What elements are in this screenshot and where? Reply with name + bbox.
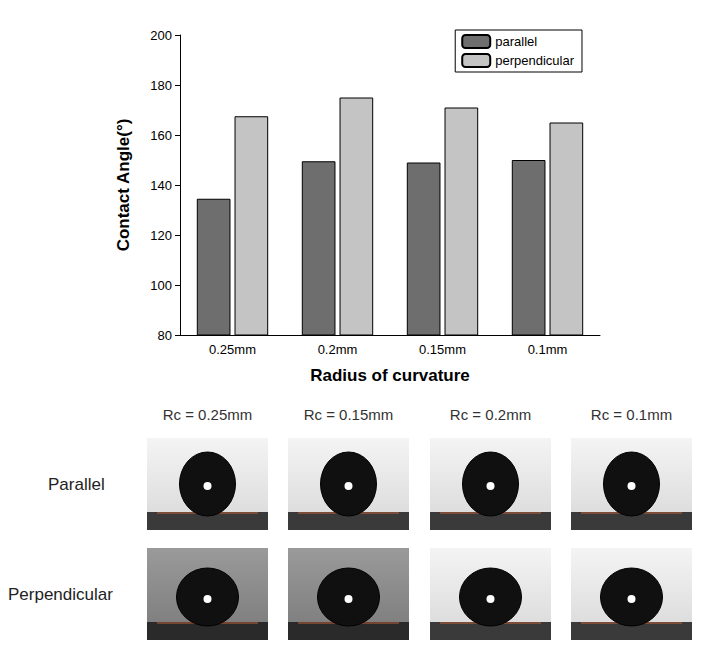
svg-text:140: 140 (150, 178, 172, 193)
svg-text:Perpendicular: Perpendicular (8, 585, 113, 604)
svg-text:0.15mm: 0.15mm (419, 342, 466, 357)
svg-text:160: 160 (150, 128, 172, 143)
svg-text:parallel: parallel (495, 34, 537, 49)
svg-text:80: 80 (158, 328, 172, 343)
svg-text:Contact Angle(°): Contact Angle(°) (114, 119, 133, 252)
svg-text:200: 200 (150, 28, 172, 43)
svg-text:Rc = 0.1mm: Rc = 0.1mm (591, 406, 672, 423)
svg-text:0.2mm: 0.2mm (318, 342, 358, 357)
svg-text:Rc = 0.25mm: Rc = 0.25mm (163, 406, 253, 423)
svg-text:100: 100 (150, 278, 172, 293)
svg-text:Rc = 0.2mm: Rc = 0.2mm (450, 406, 531, 423)
svg-text:0.25mm: 0.25mm (209, 342, 256, 357)
svg-text:180: 180 (150, 78, 172, 93)
svg-text:Rc = 0.15mm: Rc = 0.15mm (304, 406, 394, 423)
svg-text:Parallel: Parallel (48, 475, 105, 494)
svg-text:0.1mm: 0.1mm (528, 342, 568, 357)
svg-text:perpendicular: perpendicular (495, 53, 574, 68)
svg-text:Radius of curvature: Radius of curvature (310, 366, 470, 385)
svg-text:120: 120 (150, 228, 172, 243)
